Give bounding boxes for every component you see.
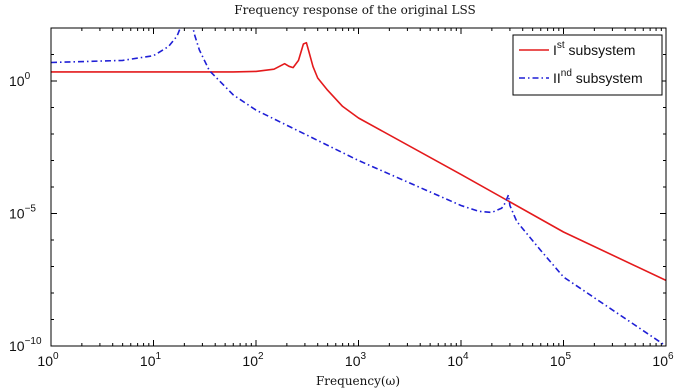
plot-frame [50,27,667,347]
series-line-1 [51,41,666,282]
series-layer [51,28,666,346]
x-tick-label: 102 [242,351,264,369]
legend-label-2: IInd subsystem [553,68,643,86]
legend-label-1: Ist subsystem [553,40,635,58]
y-tick-label: 100 [9,71,31,89]
legend: Ist subsystem IInd subsystem [512,34,663,96]
chart-title: Frequency response of the original LSS [234,3,475,17]
legend-box [512,34,663,96]
x-tick-label: 105 [550,351,572,369]
y-tick-label: 10−10 [9,336,42,354]
x-axis-label: Frequency(ω) [316,374,400,388]
series-line-2 [51,28,666,346]
x-tick-label: 101 [140,351,162,369]
x-tick-label: 100 [37,351,59,369]
x-tick-label: 103 [345,351,367,369]
x-tick-label: 104 [447,351,469,369]
tick-label-layer: 100 101 102 103 104 105 106 100 10−5 10−10 [9,71,674,369]
x-tick-label: 106 [652,351,674,369]
y-tick-label: 10−5 [9,204,36,222]
